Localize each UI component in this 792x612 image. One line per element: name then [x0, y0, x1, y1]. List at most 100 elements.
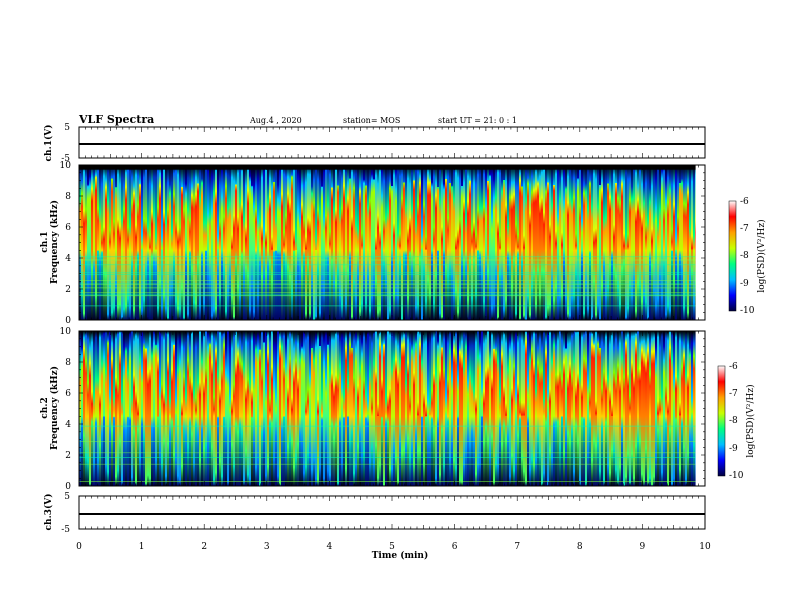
spectrogram-ch2-column — [143, 331, 146, 486]
spectrogram-ch1-column — [391, 165, 394, 320]
spectrogram-ch1-column — [493, 165, 496, 320]
spectrogram-ch1-column — [257, 165, 260, 320]
spectrogram-ch2-column — [425, 331, 428, 486]
spectrogram-ch1-column — [643, 165, 646, 320]
spectrogram-ch2-column — [411, 331, 414, 486]
spectrogram-ch2-column — [675, 331, 678, 486]
spectrogram-ch2-column — [205, 331, 208, 486]
spectrogram-ch1-column — [453, 165, 456, 320]
spectrogram-ch2-column — [309, 331, 312, 486]
spectrogram-ch1-column — [631, 165, 634, 320]
spectrogram-ch2-column — [227, 331, 230, 486]
spectrogram-ch1-column — [583, 165, 586, 320]
spectrogram-ch1-column — [189, 165, 192, 320]
spectrogram-ch2-column — [129, 331, 132, 486]
spectrogram-ch2-column — [251, 331, 254, 486]
xtick-0: 0 — [76, 542, 82, 552]
spectrogram-ch1-column — [149, 165, 152, 320]
spectrogram-ch1-column — [223, 165, 226, 320]
ch2-cbar-tick-7: -7 — [729, 389, 738, 399]
spectrogram-ch2-column — [525, 331, 528, 486]
spectrogram-ch2-column — [441, 331, 444, 486]
spectrogram-ch2-column — [627, 331, 630, 486]
spectrogram-ch2-column — [171, 331, 174, 486]
spectrogram-ch1-column — [563, 165, 566, 320]
spectrogram-ch2-column — [661, 331, 664, 486]
spectrogram-ch2-column — [415, 331, 418, 486]
spectrogram-ch2-column — [97, 331, 100, 486]
ch1-ytick-6: 6 — [65, 223, 71, 233]
spectrogram-ch1-column — [569, 165, 572, 320]
spectrogram-ch1-column — [205, 165, 208, 320]
spectrogram-ch2-column — [595, 331, 598, 486]
spectrogram-ch2-column — [505, 331, 508, 486]
spectrogram-ch1-column — [145, 165, 148, 320]
spectrogram-ch2-column — [195, 331, 198, 486]
spectrogram-ch2-column — [527, 331, 530, 486]
spectrogram-ch2-column — [391, 331, 394, 486]
spectrogram-ch1-column — [341, 165, 344, 320]
spectrogram-ch2-column — [349, 331, 352, 486]
spectrogram-ch1-column — [265, 165, 268, 320]
spectrogram-ch2-column — [193, 331, 196, 486]
spectrogram-ch2-column — [245, 331, 248, 486]
spectrogram-ch1-column — [177, 165, 180, 320]
spectrogram-ch1-column — [351, 165, 354, 320]
spectrogram-ch2-column — [405, 331, 408, 486]
spectrogram-ch2-column — [623, 331, 626, 486]
spectrogram-ch1-column — [311, 165, 314, 320]
spectrogram-ch2-column — [167, 331, 170, 486]
ch2-spectrogram-ytick-labels: 0 2 4 6 8 10 — [60, 327, 72, 492]
spectrogram-ch2-column — [545, 331, 548, 486]
spectrogram-ch2-column — [183, 331, 186, 486]
spectrogram-ch1-column — [679, 165, 682, 320]
spectrogram-ch2-column — [641, 331, 644, 486]
spectrogram-ch1-column — [429, 165, 432, 320]
spectrogram-ch1-column — [693, 165, 696, 320]
spectrogram-ch1-column — [617, 165, 620, 320]
spectrogram-ch2-column — [573, 331, 576, 486]
spectrogram-ch2-column — [515, 331, 518, 486]
spectrogram-ch2-column — [615, 331, 618, 486]
spectrogram-ch1-column — [579, 165, 582, 320]
spectrogram-ch2-column — [543, 331, 546, 486]
spectrogram-ch1-column — [507, 165, 510, 320]
spectrogram-ch2-column — [453, 331, 456, 486]
spectrogram-ch2-column — [605, 331, 608, 486]
spectrogram-ch1-column — [241, 165, 244, 320]
spectrogram-ch1-column — [81, 165, 84, 320]
spectrogram-ch2-column — [489, 331, 492, 486]
spectrogram-ch2-column — [243, 331, 246, 486]
spectrogram-ch2-column — [445, 331, 448, 486]
spectrogram-ch1-column — [469, 165, 472, 320]
ch1-spectrogram-ylabel: Frequency (kHz) — [49, 200, 60, 284]
spectrogram-ch1-column — [87, 165, 90, 320]
spectrogram-ch2-column — [655, 331, 658, 486]
spectrogram-ch1-column — [599, 165, 602, 320]
spectrogram-ch1-column — [197, 165, 200, 320]
spectrogram-ch1-column — [423, 165, 426, 320]
spectrogram-ch2-column — [449, 331, 452, 486]
spectrogram-ch2-column — [625, 331, 628, 486]
spectrogram-ch1-column — [371, 165, 374, 320]
spectrogram-ch2-column — [475, 331, 478, 486]
spectrogram-ch1-column — [419, 165, 422, 320]
spectrogram-ch2-column — [581, 331, 584, 486]
spectrogram-ch1-column — [249, 165, 252, 320]
spectrogram-ch2-column — [305, 331, 308, 486]
spectrogram-ch1-column — [683, 165, 686, 320]
spectrogram-ch2-column — [293, 331, 296, 486]
spectrogram-ch1-column — [285, 165, 288, 320]
spectrogram-ch1-column — [611, 165, 614, 320]
spectrogram-ch1-column — [343, 165, 346, 320]
spectrogram-ch2-column — [503, 331, 506, 486]
spectrogram-ch2-column — [477, 331, 480, 486]
spectrogram-ch2-column — [117, 331, 120, 486]
spectrogram-ch1-column — [515, 165, 518, 320]
date-label: Aug.4 , 2020 — [249, 116, 302, 125]
spectrogram-ch1-column — [495, 165, 498, 320]
spectrogram-ch2-column — [135, 331, 138, 486]
spectrogram-ch2-column — [267, 331, 270, 486]
spectrogram-ch1-column — [339, 165, 342, 320]
spectrogram-ch2-column — [579, 331, 582, 486]
